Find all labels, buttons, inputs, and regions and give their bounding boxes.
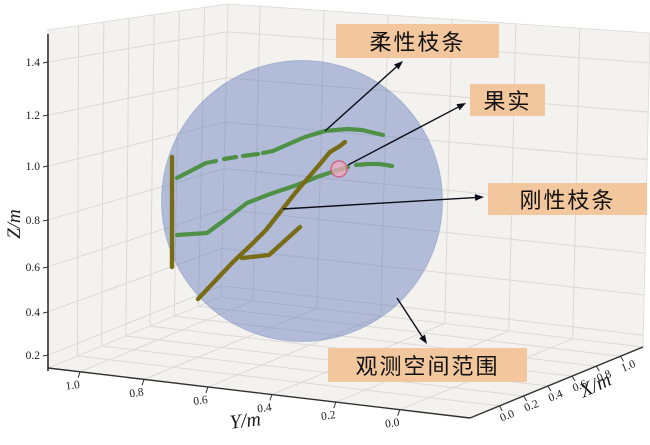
annotation-arrowhead — [456, 103, 466, 111]
z-tick-mark — [42, 165, 49, 168]
gridline-y-floor — [79, 300, 254, 373]
annotation-label-flexible-branch: 柔性枝条 — [336, 24, 499, 58]
gridline-y-floor — [207, 315, 382, 388]
x-tick-mark — [547, 385, 552, 392]
annotation-text: 刚性枝条 — [519, 188, 616, 213]
annotation-arrowhead — [394, 61, 403, 70]
y-tick-mark — [205, 386, 209, 394]
rigid-branch-line — [239, 224, 303, 261]
gridline-z-left — [47, 31, 228, 63]
annotation-label-observation-space: 观测空间范围 — [328, 348, 527, 382]
fruit-marker — [330, 160, 348, 178]
gridline-y-rightwall — [316, 10, 325, 309]
flexible-branch-line — [260, 126, 386, 156]
x-tick-label: 0.2 — [523, 398, 541, 415]
flexible-branch-line — [174, 164, 351, 238]
gridline-z-left — [47, 77, 227, 116]
annotation-arrow-line — [324, 66, 397, 132]
annotation-label-fruit: 果实 — [470, 84, 545, 116]
y-tick-label: 0.0 — [384, 417, 400, 431]
y-tick-label: 1.0 — [65, 379, 81, 393]
y-tick-mark — [269, 394, 273, 401]
gridline-x-leftwall — [101, 21, 105, 346]
y-tick-mark — [141, 379, 145, 386]
annotation-arrowhead — [419, 334, 427, 344]
gridline-x-leftwall — [173, 11, 180, 317]
z-tick-label: 0.2 — [26, 350, 41, 362]
annotation-label-rigid-branch: 刚性枝条 — [488, 183, 647, 215]
y-tick-mark — [397, 409, 401, 416]
gridline-z-left — [47, 285, 222, 356]
y-tick-label: 0.8 — [129, 386, 145, 400]
y-tick-mark — [77, 371, 81, 378]
x-tick-mark — [571, 375, 576, 382]
gridline-z-left — [47, 121, 226, 167]
z-tick-label: 1.0 — [26, 161, 41, 173]
gridline-y-floor — [143, 307, 318, 380]
y-axis-label: Y/m — [228, 408, 262, 434]
gridline-z-left — [47, 168, 225, 221]
z-axis-label: Z/m — [4, 209, 25, 239]
observation-sphere — [161, 60, 443, 342]
x-tick-label: 0.8 — [595, 368, 613, 385]
gridline-x-leftwall — [198, 7, 206, 307]
z-tick-mark — [42, 61, 49, 64]
y-tick-label: 0.2 — [320, 409, 336, 423]
flexible-branch-line — [221, 154, 239, 162]
annotation-arrow-line — [282, 196, 476, 210]
z-tick-label: 0.8 — [26, 215, 41, 227]
annotation-arrow-line — [347, 106, 459, 166]
z-tick-label: 0.4 — [26, 307, 41, 319]
gridline-x-leftwall — [149, 14, 155, 327]
annotation-arrowhead — [474, 194, 484, 201]
y-tick-label: 0.4 — [257, 402, 273, 416]
gridline-y-rightwall — [508, 23, 517, 332]
flexible-branch-line — [174, 158, 219, 181]
gridline-z-left — [47, 208, 224, 268]
y-tick-mark — [333, 401, 337, 409]
annotation-text: 柔性枝条 — [369, 30, 466, 55]
gridline-x-leftwall — [76, 25, 80, 356]
flexible-branch-line — [353, 161, 395, 169]
annotation-text: 果实 — [483, 89, 532, 114]
y-tick-label: 0.6 — [193, 394, 209, 408]
x-tick-label: 1.0 — [619, 358, 637, 375]
annotation-arrow-line — [396, 297, 423, 337]
rigid-branch-line — [195, 139, 348, 302]
z-tick-mark — [42, 354, 49, 357]
z-tick-mark — [42, 266, 49, 269]
annotation-text: 观测空间范围 — [355, 354, 500, 379]
gridline-x-leftwall — [125, 18, 130, 337]
gridline-z-left — [47, 247, 223, 313]
z-tick-mark — [42, 219, 49, 222]
z-tick-mark — [42, 311, 49, 314]
gridline-y-rightwall — [444, 19, 453, 324]
axis-spine-x — [469, 346, 644, 419]
z-tick-label: 0.6 — [26, 262, 41, 274]
x-tick-label: 0.6 — [571, 378, 589, 395]
x-tick-mark — [523, 395, 528, 402]
x-tick-label: 0.0 — [498, 408, 516, 425]
x-tick-mark — [595, 365, 600, 372]
flexible-branch-line — [240, 151, 261, 159]
z-tick-label: 1.4 — [26, 57, 41, 69]
x-tick-mark — [498, 405, 503, 412]
z-tick-mark — [42, 114, 49, 117]
x-tick-mark — [620, 355, 624, 362]
x-tick-label: 0.4 — [547, 388, 565, 405]
z-tick-label: 1.2 — [26, 110, 41, 122]
